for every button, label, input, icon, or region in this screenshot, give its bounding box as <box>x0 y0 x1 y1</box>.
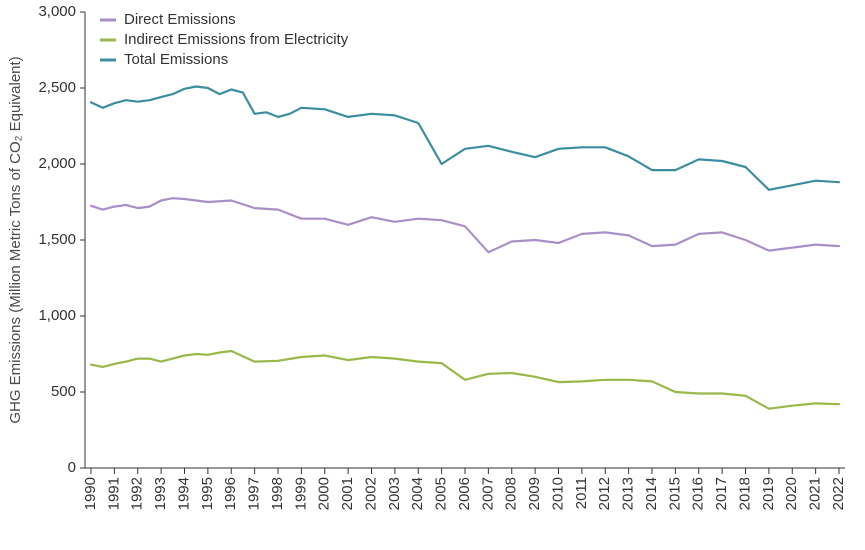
series-line <box>91 87 839 190</box>
x-tick-label: 1994 <box>175 477 192 510</box>
y-tick-label: 2,500 <box>38 79 76 96</box>
x-tick-label: 2003 <box>386 477 403 510</box>
legend-label: Total Emissions <box>124 51 228 68</box>
x-tick-label: 1998 <box>269 477 286 510</box>
x-tick-label: 2020 <box>783 477 800 510</box>
x-tick-label: 2012 <box>596 477 613 510</box>
x-tick-label: 2004 <box>409 477 426 510</box>
x-tick-label: 2019 <box>760 477 777 510</box>
y-tick-label: 500 <box>51 383 76 400</box>
x-tick-label: 1990 <box>82 477 99 510</box>
y-tick-label: 3,000 <box>38 3 76 20</box>
series-line <box>91 198 839 252</box>
series-line <box>91 351 839 409</box>
x-tick-label: 2010 <box>549 477 566 510</box>
x-tick-label: 1999 <box>292 477 309 510</box>
x-tick-label: 2001 <box>339 477 356 510</box>
x-tick-label: 2014 <box>643 477 660 510</box>
y-tick-label: 2,000 <box>38 155 76 172</box>
y-tick-label: 1,000 <box>38 307 76 324</box>
x-tick-label: 2013 <box>620 477 637 510</box>
x-tick-label: 2000 <box>316 477 333 510</box>
x-tick-label: 2015 <box>666 477 683 510</box>
x-tick-label: 1991 <box>105 477 122 510</box>
x-tick-label: 2007 <box>479 477 496 510</box>
x-tick-label: 2005 <box>433 477 450 510</box>
x-tick-label: 2002 <box>362 477 379 510</box>
x-tick-label: 1993 <box>152 477 169 510</box>
x-tick-label: 1992 <box>129 477 146 510</box>
legend-label: Direct Emissions <box>124 11 236 28</box>
x-tick-label: 2009 <box>526 477 543 510</box>
y-tick-label: 0 <box>68 459 76 476</box>
x-tick-label: 1997 <box>246 477 263 510</box>
x-tick-label: 2008 <box>503 477 520 510</box>
x-tick-label: 2006 <box>456 477 473 510</box>
x-tick-label: 2018 <box>736 477 753 510</box>
x-tick-label: 2022 <box>830 477 847 510</box>
y-axis-title: GHG Emissions (Million Metric Tons of CO… <box>7 56 24 423</box>
x-tick-label: 2017 <box>713 477 730 510</box>
emissions-line-chart: 0 500 1,000 1,500 2,000 2,500 3,000 GHG Emissio… <box>0 0 865 550</box>
x-tick-label: 1995 <box>199 477 216 510</box>
x-tick-label: 2011 <box>573 477 590 509</box>
x-tick-label: 2016 <box>690 477 707 510</box>
x-tick-label: 2021 <box>807 477 824 510</box>
legend-label: Indirect Emissions from Electricity <box>124 31 349 48</box>
x-tick-label: 1996 <box>222 477 239 510</box>
y-tick-label: 1,500 <box>38 231 76 248</box>
